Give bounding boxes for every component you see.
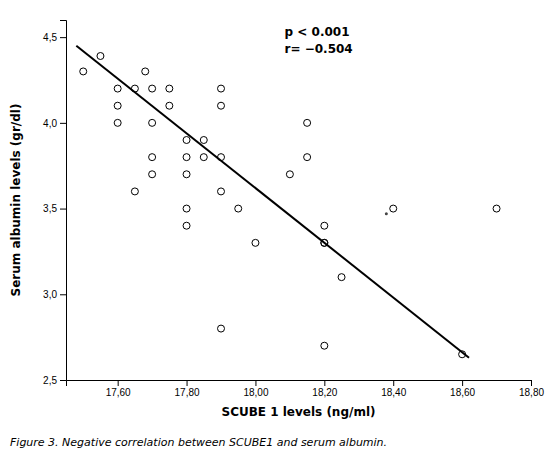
point (149, 119, 156, 126)
point (149, 154, 156, 161)
point (338, 274, 345, 281)
tick: 17,60 (106, 380, 131, 398)
tick-label: 17,60 (106, 387, 131, 398)
tick-mark (118, 380, 119, 386)
tick-label: 3,5 (43, 203, 57, 214)
point (183, 154, 190, 161)
tick-mark (60, 209, 66, 210)
tick-mark (255, 380, 256, 386)
point (218, 102, 225, 109)
point (183, 137, 190, 144)
annotation: p < 0.001 (285, 25, 350, 39)
point (149, 171, 156, 178)
tick-label: 3,0 (43, 289, 57, 300)
y-axis: 2,5 3,0 3,5 4,0 4,5 (43, 21, 66, 386)
tick: 3,0 (43, 289, 66, 300)
tick: 18,00 (243, 380, 268, 398)
point (183, 205, 190, 212)
annotations: p < 0.001 r= −0.504 (285, 25, 353, 56)
point (114, 85, 121, 92)
tick-label: 4,0 (43, 118, 57, 129)
tick: 18,60 (450, 380, 475, 398)
point (114, 102, 121, 109)
point (149, 85, 156, 92)
tick-label: 17,80 (175, 387, 200, 398)
point (304, 154, 311, 161)
x-axis-title: SCUBE 1 levels (ng/ml) (222, 405, 376, 419)
x-axis: 17,60 17,80 18,00 18,20 18,40 18,60 18,80 (67, 380, 545, 398)
tick-label: 18,20 (312, 387, 337, 398)
point (183, 171, 190, 178)
point (286, 171, 293, 178)
point (200, 154, 207, 161)
tick-mark (531, 380, 532, 386)
annotation: r= −0.504 (285, 42, 353, 56)
tick-mark (324, 380, 325, 386)
regression-line (76, 46, 469, 358)
tick: 17,80 (175, 380, 200, 398)
tick-label: 4,5 (43, 32, 57, 43)
tick: 18,20 (312, 380, 337, 398)
point (142, 68, 149, 75)
tick-mark (462, 380, 463, 386)
axis-line (67, 381, 532, 387)
tick-mark (60, 380, 66, 381)
tick-label: 2,5 (43, 375, 57, 386)
tick-mark (60, 294, 66, 295)
dot (385, 212, 388, 215)
marks (76, 46, 500, 358)
y-axis-title: Serum albumin levels (gr/dl) (9, 104, 23, 297)
tick-label: 18,60 (450, 387, 475, 398)
plot: 17,60 17,80 18,00 18,20 18,40 18,60 18,80 2,5 3,… (9, 21, 544, 420)
point (252, 239, 259, 246)
tick-mark (60, 37, 66, 38)
tick-mark (393, 380, 394, 386)
tick: 18,80 (519, 380, 544, 398)
point (131, 188, 138, 195)
point (390, 205, 397, 212)
point (218, 85, 225, 92)
caption: Figure 3. Negative correlation between S… (10, 436, 387, 449)
point (493, 205, 500, 212)
point (304, 119, 311, 126)
point (166, 102, 173, 109)
point (97, 53, 104, 60)
point (218, 325, 225, 332)
tick-label: 18,40 (381, 387, 406, 398)
tick: 3,5 (43, 203, 66, 214)
chart: 17,60 17,80 18,00 18,20 18,40 18,60 18,80 2,5 3,… (0, 0, 555, 458)
tick: 4,0 (43, 118, 66, 129)
point (321, 222, 328, 229)
point (183, 222, 190, 229)
point (235, 205, 242, 212)
tick-label: 18,00 (243, 387, 268, 398)
tick-mark (187, 380, 188, 386)
axis-line (60, 21, 67, 381)
point (80, 68, 87, 75)
point (218, 188, 225, 195)
tick: 2,5 (43, 375, 66, 386)
tick-mark (60, 123, 66, 124)
point (114, 119, 121, 126)
tick: 4,5 (43, 32, 66, 43)
tick-label: 18,80 (519, 387, 544, 398)
tick: 18,40 (381, 380, 406, 398)
point (321, 342, 328, 349)
point (200, 137, 207, 144)
point (166, 85, 173, 92)
